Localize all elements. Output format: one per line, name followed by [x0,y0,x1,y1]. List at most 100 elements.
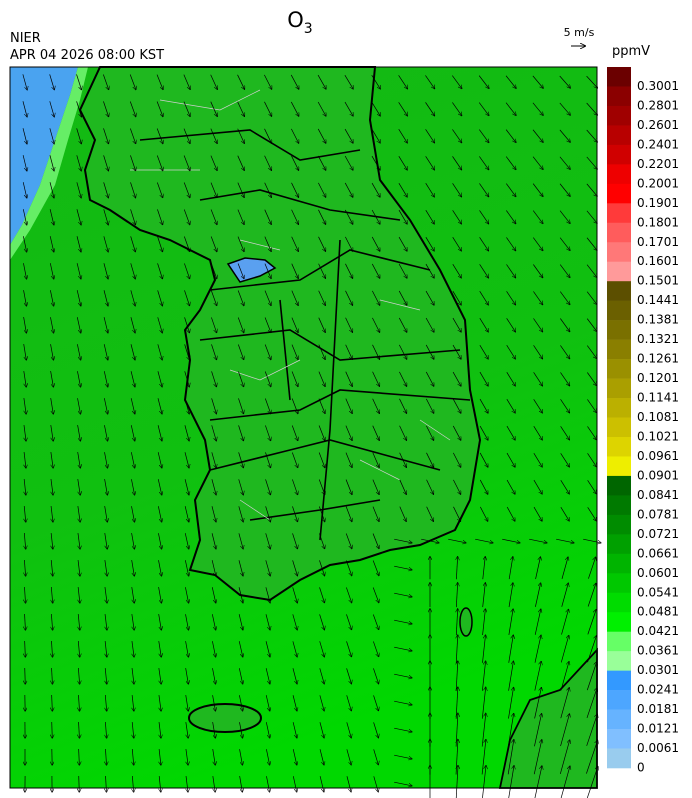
wind-arrow [587,399,596,412]
wind-arrow [76,317,80,333]
wind-arrow [103,209,108,224]
colorbar-segment [607,514,631,535]
colorbar-segment [607,709,631,730]
wind-arrow [482,766,486,798]
wind-arrow [479,398,488,413]
wind-arrow [103,182,109,197]
wind-arrow [237,209,244,225]
colorbar-label: 0.3001 [637,79,679,93]
colorbar-segment [607,592,631,613]
wind-arrow [238,641,243,657]
wind-arrow [534,688,542,719]
wind-arrow [586,318,597,332]
wind-arrow [184,317,190,332]
wind-arrow [52,667,53,684]
wind-arrow [372,425,380,441]
colorbar-label: 0.0601 [637,566,679,580]
wind-arrow [346,641,352,656]
wind-arrow [559,264,570,278]
wind-arrow [185,722,188,738]
wind-arrow [506,210,515,223]
wind-arrow [559,237,570,251]
colorbar-label: 0.0181 [637,702,679,716]
wind-arrow [237,182,244,198]
wind-arrow [23,344,27,360]
wind-arrow [560,345,569,358]
wind-arrow [24,479,26,495]
wind-arrow [183,101,190,117]
wind-arrow [372,290,379,305]
wind-arrow [238,506,243,521]
colorbar-label: 0.1901 [637,196,679,210]
colorbar-label: 0.0421 [637,624,679,638]
wind-arrow [506,372,515,386]
wind-arrow [533,399,543,412]
wind-arrow [506,183,515,197]
wind-arrow [129,101,135,116]
transition-area [10,67,88,260]
wind-arrow [49,128,54,143]
wind-arrow [264,155,272,170]
wind-arrow [291,290,298,306]
wind-arrow [184,398,189,413]
wind-arrow [264,290,271,306]
wind-arrow [105,721,106,738]
colorbar-label: 0 [637,761,645,775]
wind-arrow [345,479,352,495]
wind-arrow [425,371,433,386]
wind-arrow [131,506,135,522]
wind-arrow [265,614,270,629]
wind-arrow [132,775,133,792]
wind-arrow [506,479,515,494]
colorbar-segment [607,417,631,438]
wind-arrow [534,635,541,663]
wind-arrow [394,700,412,705]
wind-arrow [318,479,325,494]
wind-arrow [185,668,189,684]
wind-arrow [373,695,379,710]
wind-arrow [532,210,543,224]
colorbar-segment [607,456,631,477]
wind-arrow [264,74,271,89]
wind-arrow [49,263,53,279]
wind-arrow [264,209,271,225]
wind-arrow [505,156,516,170]
wind-arrow [373,776,378,791]
wind-arrow [479,318,488,332]
wind-arrow [77,506,80,522]
wind-arrow [560,453,570,466]
wind-arrow [157,209,162,224]
wind-arrow [291,209,299,224]
wind-arrow [506,291,516,304]
wind-arrow [425,290,434,305]
wind-arrow [291,452,297,467]
wind-arrow [480,506,487,521]
wind-arrow [479,291,489,305]
colorbar-segment [607,436,631,457]
wind-arrow [482,661,485,691]
wind-arrow [78,533,80,549]
wind-arrow [292,749,297,765]
colorbar-segment [607,553,631,574]
wind-arrow [24,559,25,576]
wind-arrow [237,101,245,116]
wind-arrow [479,210,489,223]
wind-arrow [398,263,407,278]
wind-arrow [587,507,597,520]
wind-arrow [184,452,189,467]
wind-arrow [452,290,461,305]
wind-arrow [533,264,542,277]
wind-arrow [157,290,163,305]
wind-arrow [238,452,244,467]
wind-arrow [132,695,134,711]
wind-arrow [237,155,244,171]
colorbar-segment [607,144,631,165]
title-subscript: 3 [304,21,313,37]
colorbar-label: 0.2401 [637,137,679,151]
wind-arrow [587,480,597,493]
wind-arrow [453,506,460,521]
wind-arrow [586,210,597,223]
wind-arrow [23,317,27,333]
wind-arrow [588,557,595,579]
wind-arrow [76,155,81,170]
